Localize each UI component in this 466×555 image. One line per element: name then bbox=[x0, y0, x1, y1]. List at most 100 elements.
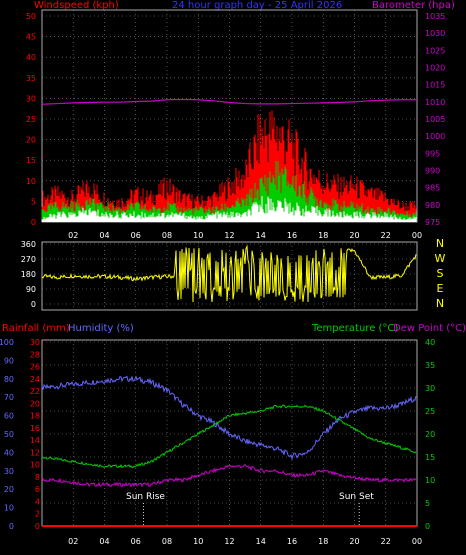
sun-rise-label: Sun Rise bbox=[126, 492, 165, 502]
rainfall-tick-label: 0 bbox=[35, 522, 40, 531]
temperature-tick-label: 35 bbox=[425, 361, 435, 370]
rainfall-tick-label: 10 bbox=[30, 461, 40, 470]
x-tick-label: 16 bbox=[287, 231, 297, 240]
barometer-tick-label: 980 bbox=[425, 201, 440, 210]
x-tick-label: 06 bbox=[131, 231, 141, 240]
rainfall-tick-label: 30 bbox=[30, 338, 40, 347]
barometer-line bbox=[41, 98, 417, 105]
humidity-tick-label: 70 bbox=[4, 393, 14, 402]
rainfall-tick-label: 18 bbox=[30, 412, 40, 421]
wind-tick-label: 20 bbox=[26, 136, 36, 145]
barometer-tick-label: 1025 bbox=[425, 46, 445, 55]
direction-left-axis: 0 90 180 270 360 bbox=[21, 240, 36, 309]
rainfall-tick-label: 24 bbox=[30, 375, 40, 384]
wind-direction-line bbox=[41, 244, 417, 303]
x-tick-label: 04 bbox=[99, 231, 109, 240]
temperature-tick-label: 5 bbox=[425, 499, 430, 508]
temperature-tick-label: 10 bbox=[425, 476, 435, 485]
temperature-tick-label: 15 bbox=[425, 453, 435, 462]
direction-series bbox=[41, 244, 417, 303]
humidity-tick-label: 90 bbox=[4, 356, 14, 365]
humidity-tick-label: 30 bbox=[4, 467, 14, 476]
x-tick-label: 10 bbox=[193, 231, 203, 240]
x-tick-label: 20 bbox=[349, 537, 359, 546]
direction-tick-label: 0 bbox=[31, 300, 36, 309]
wind-lull-bars bbox=[41, 196, 417, 222]
humidity-tick-label: 60 bbox=[4, 412, 14, 421]
rainfall-tick-label: 22 bbox=[30, 387, 40, 396]
barometer-tick-label: 990 bbox=[425, 167, 440, 176]
direction-tick-label: 180 bbox=[21, 270, 36, 279]
humidity-tick-label: 80 bbox=[4, 375, 14, 384]
wind-tick-label: 0 bbox=[31, 218, 36, 227]
x-tick-label: 16 bbox=[287, 537, 297, 546]
barometer-tick-label: 1010 bbox=[425, 98, 445, 107]
rainfall-tick-label: 2 bbox=[35, 510, 40, 519]
wind-tick-label: 10 bbox=[26, 177, 36, 186]
humidity-tick-label: 40 bbox=[4, 448, 14, 457]
x-tick-label: 22 bbox=[381, 537, 391, 546]
barometer-tick-label: 975 bbox=[425, 218, 440, 227]
direction-tick-label: 360 bbox=[21, 240, 36, 249]
temperature-tick-label: 25 bbox=[425, 407, 435, 416]
wind-tick-label: 35 bbox=[26, 74, 36, 83]
x-axis-top: 02 04 06 08 10 12 14 16 18 20 22 00 bbox=[68, 231, 422, 240]
x-tick-label: 08 bbox=[162, 537, 172, 546]
compass-label: S bbox=[437, 267, 444, 280]
dewpoint-axis-title: Dew Point (°C) bbox=[393, 323, 466, 334]
humidity-tick-label: 20 bbox=[4, 485, 14, 494]
wind-axis-title: Windspeed (kph) bbox=[34, 0, 119, 11]
temperature-tick-label: 40 bbox=[425, 338, 435, 347]
wind-left-axis: 0 5 10 15 20 25 30 35 40 45 50 bbox=[26, 12, 36, 227]
direction-tick-label: 90 bbox=[26, 285, 36, 294]
wind-tick-label: 50 bbox=[26, 12, 36, 21]
humidity-tick-label: 10 bbox=[4, 504, 14, 513]
barometer-tick-label: 1035 bbox=[425, 12, 445, 21]
wind-tick-label: 15 bbox=[26, 156, 36, 165]
dewpoint-line bbox=[41, 463, 417, 488]
compass-label: N bbox=[436, 237, 444, 250]
chart-title: 24 hour graph day - 25 April 2026 bbox=[172, 0, 342, 11]
x-tick-label: 12 bbox=[224, 231, 234, 240]
sun-set-label: Sun Set bbox=[339, 492, 374, 502]
compass-label: N bbox=[436, 297, 444, 310]
x-tick-label: 14 bbox=[256, 231, 266, 240]
humidity-tick-label: 100 bbox=[0, 338, 14, 347]
rainfall-tick-label: 28 bbox=[30, 350, 40, 359]
wind-series bbox=[41, 98, 417, 222]
temperature-axis: 0 5 10 15 20 25 30 35 40 bbox=[425, 338, 435, 531]
x-tick-label: 02 bbox=[68, 537, 78, 546]
humidity-axis: 0 10 20 30 40 50 60 70 80 90 100 bbox=[0, 338, 14, 531]
direction-tick-label: 270 bbox=[21, 255, 36, 264]
humidity-axis-title: Humidity (%) bbox=[68, 323, 134, 334]
wind-tick-label: 5 bbox=[31, 197, 36, 206]
rainfall-axis-title: Rainfall (mm) bbox=[2, 323, 70, 334]
barometer-tick-label: 1030 bbox=[425, 29, 445, 38]
rainfall-tick-label: 4 bbox=[35, 497, 40, 506]
x-tick-label: 18 bbox=[318, 537, 328, 546]
x-axis-bottom: 02 04 06 08 10 12 14 16 18 20 22 00 bbox=[68, 537, 422, 546]
barometer-tick-label: 1020 bbox=[425, 64, 445, 73]
rainfall-tick-label: 12 bbox=[30, 448, 40, 457]
temperature-tick-label: 30 bbox=[425, 384, 435, 393]
rainfall-tick-label: 20 bbox=[30, 399, 40, 408]
x-tick-label: 00 bbox=[412, 231, 422, 240]
rainfall-tick-label: 26 bbox=[30, 363, 40, 372]
wind-tick-label: 40 bbox=[26, 53, 36, 62]
x-tick-label: 00 bbox=[412, 537, 422, 546]
x-tick-label: 12 bbox=[224, 537, 234, 546]
rainfall-tick-label: 14 bbox=[30, 436, 40, 445]
barometer-tick-label: 1000 bbox=[425, 132, 445, 141]
rainfall-tick-label: 6 bbox=[35, 485, 40, 494]
x-tick-label: 04 bbox=[99, 537, 109, 546]
x-tick-label: 02 bbox=[68, 231, 78, 240]
wind-tick-label: 30 bbox=[26, 94, 36, 103]
rainfall-tick-label: 8 bbox=[35, 473, 40, 482]
x-tick-label: 10 bbox=[193, 537, 203, 546]
temp-series bbox=[41, 375, 417, 527]
x-tick-label: 20 bbox=[349, 231, 359, 240]
compass-label: E bbox=[437, 282, 444, 295]
barometer-tick-label: 1015 bbox=[425, 81, 445, 90]
barometer-tick-label: 995 bbox=[425, 149, 440, 158]
